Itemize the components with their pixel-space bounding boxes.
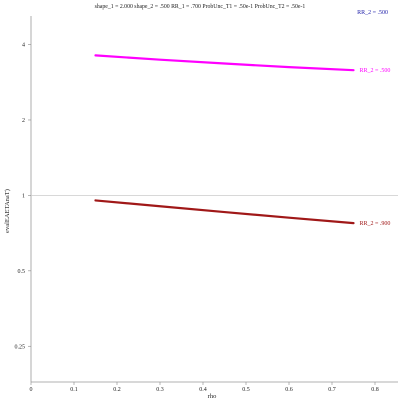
legend-label: RR_2 = .500 — [357, 10, 388, 16]
x-tick-label: 0.2 — [113, 387, 121, 393]
x-ticks: 0 0.1 0.2 0.3 0.4 0.5 0.6 0.7 0.8 — [30, 382, 379, 393]
y-axis-label: evalEAETAnaT) — [4, 189, 11, 233]
x-tick-label: 0.5 — [242, 387, 250, 393]
y-ticks: 0.25 0.5 1 2 4 — [15, 43, 31, 350]
y-tick-label: 0.5 — [18, 269, 26, 275]
series-line-1 — [94, 54, 355, 72]
series-group: RR_2 = .500 RR_2 = .900 — [94, 54, 391, 227]
y-tick-label: 0.25 — [15, 344, 26, 350]
x-tick-label: 0.1 — [70, 387, 78, 393]
series-label-1: RR_2 = .500 — [360, 68, 391, 74]
x-tick-label: 0.6 — [285, 387, 293, 393]
x-tick-label: 0.3 — [156, 387, 164, 393]
y-tick-label: 2 — [22, 118, 25, 124]
y-tick-label: 1 — [22, 193, 25, 199]
chart-title: shape_1 = 2.000 shape_2 = .500 RR_1 = .7… — [95, 4, 306, 10]
series-label-2: RR_2 = .900 — [360, 221, 391, 227]
series-line-2 — [94, 199, 355, 225]
x-tick-label: 0 — [30, 387, 33, 393]
x-axis-label: rho — [208, 393, 217, 400]
x-tick-label: 0.7 — [328, 387, 336, 393]
y-tick-label: 4 — [22, 43, 25, 49]
x-tick-label: 0.8 — [371, 387, 379, 393]
x-tick-label: 0.4 — [199, 387, 207, 393]
